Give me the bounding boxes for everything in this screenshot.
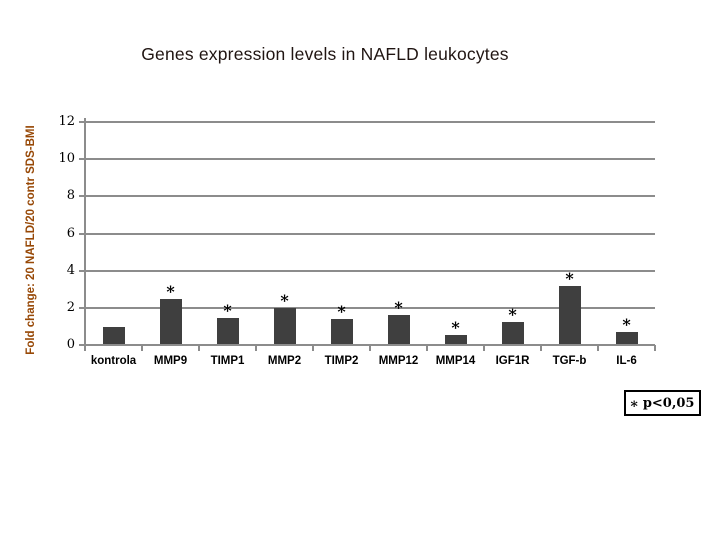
- y-tick-label: 0: [66, 337, 75, 352]
- gridline: [85, 306, 655, 309]
- x-axis-tick: [255, 345, 257, 351]
- plot-area: 0 2 4 6 8 10 12 kontrola * MMP9 * TIMP1 * MMP2 * TIMP2 *…: [58, 114, 656, 367]
- y-tick-label: 8: [66, 188, 75, 204]
- significance-asterisk: *: [166, 282, 175, 302]
- bar: [273, 307, 296, 344]
- chart-title: Genes expression levels in NAFLD leukocy…: [141, 44, 509, 64]
- bar: [615, 331, 638, 344]
- y-axis-title: Fold change: 20 NAFLD/20 contr SDS-BMI: [25, 125, 37, 355]
- significance-asterisk: *: [565, 269, 574, 289]
- x-category-label: IL-6: [616, 355, 637, 367]
- significance-legend: * p<0,05: [624, 390, 701, 416]
- x-category-label: MMP2: [267, 355, 302, 367]
- significance-asterisk: *: [622, 314, 631, 334]
- y-tick-mark: [79, 121, 85, 123]
- significance-asterisk: *: [223, 300, 232, 320]
- y-tick-mark: [79, 269, 85, 272]
- y-tick-label: 6: [66, 225, 75, 241]
- bar: [558, 286, 581, 344]
- significance-asterisk: *: [451, 317, 460, 337]
- x-axis-tick: [84, 345, 86, 351]
- bar: [387, 315, 410, 344]
- x-category-label: IGF1R: [495, 355, 530, 367]
- x-axis-tick: [141, 345, 143, 351]
- x-axis-tick: [483, 345, 485, 351]
- x-category-label: TGF-b: [552, 355, 587, 367]
- gridline: [85, 158, 655, 161]
- gridline: [85, 232, 655, 235]
- y-tick-label: 2: [66, 299, 75, 315]
- gridline: [85, 121, 655, 123]
- x-axis-tick: [597, 345, 599, 351]
- x-category-label: MMP14: [435, 355, 476, 367]
- legend-p-value: p<0,05: [642, 395, 695, 411]
- x-axis-tick: [312, 345, 314, 351]
- bar: [102, 327, 125, 344]
- asterisk-icon: *: [630, 399, 638, 415]
- gridline: [85, 269, 655, 272]
- y-tick-mark: [79, 195, 85, 198]
- bar: [216, 317, 239, 344]
- x-axis-tick: [654, 345, 656, 351]
- x-axis-tick: [198, 345, 200, 351]
- y-tick-label: 4: [66, 262, 75, 278]
- x-category-label: kontrola: [90, 355, 137, 367]
- y-tick-mark: [79, 306, 85, 309]
- significance-asterisk: *: [337, 301, 346, 321]
- y-tick-mark: [79, 344, 85, 346]
- y-tick-label: 10: [58, 151, 75, 167]
- significance-asterisk: *: [280, 290, 289, 310]
- y-tick-label: 12: [58, 114, 75, 129]
- y-tick-mark: [79, 232, 85, 235]
- x-axis-tick: [540, 345, 542, 351]
- bar: [501, 321, 524, 344]
- significance-asterisk: *: [508, 304, 517, 324]
- gridline: [85, 195, 655, 198]
- significance-asterisk: *: [394, 298, 403, 318]
- y-tick-mark: [79, 158, 85, 161]
- bar: [330, 318, 353, 344]
- x-category-label: TIMP1: [210, 355, 245, 367]
- bar: [444, 334, 467, 344]
- bar: [159, 299, 182, 344]
- x-category-label: MMP12: [378, 355, 419, 367]
- x-category-label: TIMP2: [324, 355, 359, 367]
- x-axis-tick: [426, 345, 428, 351]
- x-category-label: MMP9: [153, 355, 188, 367]
- x-axis-tick: [369, 345, 371, 351]
